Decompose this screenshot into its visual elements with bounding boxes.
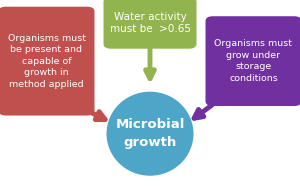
Text: Water activity
must be  >0.65: Water activity must be >0.65 (110, 11, 190, 34)
Text: Microbial
growth: Microbial growth (115, 118, 185, 149)
Ellipse shape (106, 92, 194, 176)
FancyBboxPatch shape (0, 7, 94, 116)
Text: Organisms must
be present and
capable of
growth in
method applied: Organisms must be present and capable of… (8, 34, 85, 88)
FancyBboxPatch shape (103, 0, 196, 49)
Text: Organisms must
grow under
storage
conditions: Organisms must grow under storage condit… (214, 40, 292, 83)
FancyBboxPatch shape (206, 16, 300, 106)
